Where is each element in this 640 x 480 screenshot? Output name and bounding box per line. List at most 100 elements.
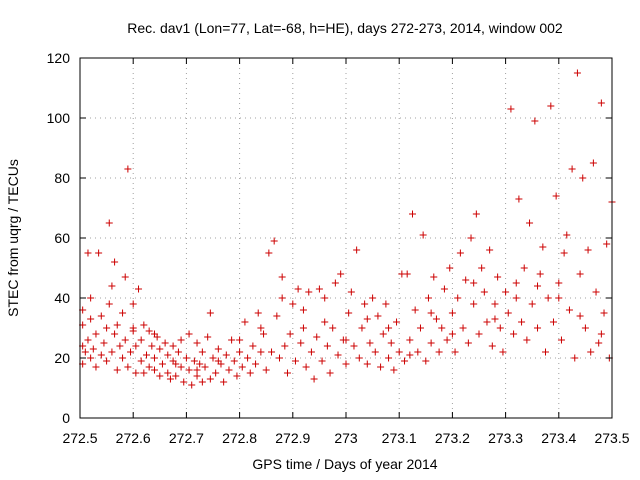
data-point <box>475 330 483 338</box>
data-point <box>382 300 390 308</box>
data-point <box>515 195 523 203</box>
data-point <box>496 324 504 332</box>
data-point <box>212 369 220 377</box>
data-point <box>246 369 254 377</box>
data-point <box>236 336 244 344</box>
x-tick-label: 272.8 <box>222 430 257 446</box>
data-point <box>491 300 499 308</box>
data-point <box>555 294 563 302</box>
data-point <box>103 324 111 332</box>
axis-ticks <box>79 57 613 419</box>
data-point <box>579 174 587 182</box>
y-tick-label: 60 <box>54 230 70 246</box>
data-point <box>427 339 435 347</box>
data-point <box>260 330 268 338</box>
data-point <box>342 360 350 368</box>
data-point <box>113 321 121 329</box>
data-point <box>254 309 262 317</box>
data-point <box>185 330 193 338</box>
data-point <box>172 360 180 368</box>
x-tick-label: 272.6 <box>116 430 151 446</box>
data-point <box>443 336 451 344</box>
data-point <box>193 372 201 380</box>
data-point <box>411 306 419 314</box>
data-point <box>435 348 443 356</box>
data-point <box>95 249 103 257</box>
data-point <box>589 159 597 167</box>
data-point <box>132 369 140 377</box>
data-point <box>539 243 547 251</box>
data-point <box>193 366 201 374</box>
data-point <box>416 324 424 332</box>
data-point <box>353 246 361 254</box>
data-point <box>268 348 276 356</box>
data-point <box>206 375 214 383</box>
data-point <box>140 369 148 377</box>
data-point <box>299 306 307 314</box>
data-point <box>446 264 454 272</box>
data-point <box>119 309 127 317</box>
data-point <box>483 318 491 326</box>
data-point <box>531 117 539 125</box>
data-point <box>587 348 595 356</box>
data-point <box>462 276 470 284</box>
y-axis-label: STEC from uqrg / TECUs <box>5 159 21 317</box>
data-point <box>547 102 555 110</box>
data-point <box>342 336 350 344</box>
data-point <box>214 345 222 353</box>
data-point <box>190 357 198 365</box>
data-point <box>156 372 164 380</box>
data-point <box>329 324 337 332</box>
data-point <box>355 354 363 362</box>
data-point <box>121 336 129 344</box>
data-point <box>87 294 95 302</box>
data-point <box>206 309 214 317</box>
data-point <box>283 369 291 377</box>
data-point <box>403 270 411 278</box>
data-point <box>276 354 283 362</box>
data-point <box>249 342 257 350</box>
data-point <box>302 363 310 371</box>
data-point <box>456 249 464 257</box>
data-point <box>135 285 143 293</box>
x-tick-label: 273.1 <box>382 430 417 446</box>
data-point <box>180 378 188 386</box>
data-point <box>528 300 536 308</box>
data-point <box>440 285 448 293</box>
data-point <box>89 345 97 353</box>
data-point <box>100 339 108 347</box>
data-point <box>571 354 579 362</box>
data-point <box>289 300 297 308</box>
data-point <box>406 336 414 344</box>
data-point <box>143 351 150 359</box>
x-tick-label: 273.2 <box>435 430 470 446</box>
data-point <box>371 348 379 356</box>
data-point <box>363 360 371 368</box>
data-point <box>198 348 206 356</box>
data-point <box>164 351 172 359</box>
data-point <box>137 336 145 344</box>
data-point <box>557 336 565 344</box>
data-point <box>310 375 318 383</box>
data-point <box>238 363 246 371</box>
data-point <box>486 246 494 254</box>
data-point <box>427 309 435 317</box>
data-point <box>124 363 132 371</box>
data-point <box>358 324 366 332</box>
data-point <box>507 105 515 113</box>
data-point <box>121 273 129 281</box>
data-point <box>326 369 334 377</box>
data-point <box>145 363 153 371</box>
data-point <box>105 300 113 308</box>
data-point <box>385 354 393 362</box>
data-point <box>137 357 145 365</box>
data-point <box>331 279 339 287</box>
data-point <box>262 366 270 374</box>
data-point <box>164 369 172 377</box>
data-point <box>148 342 156 350</box>
data-point <box>401 357 409 365</box>
data-point <box>204 333 212 341</box>
data-point <box>520 264 528 272</box>
data-point <box>451 348 459 356</box>
